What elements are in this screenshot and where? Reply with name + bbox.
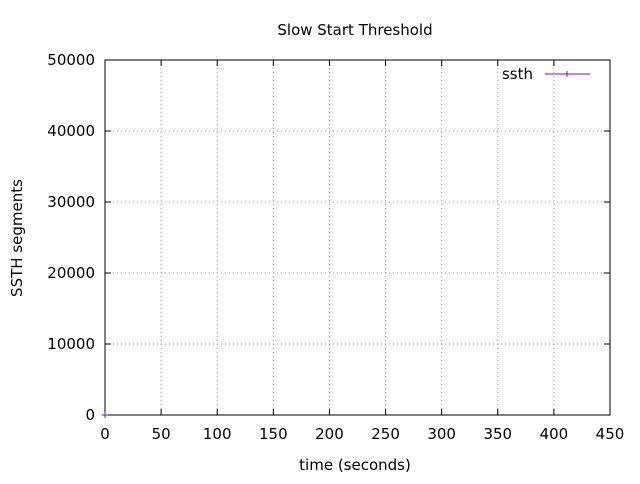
x-tick-label: 250: [371, 425, 400, 443]
y-tick-label: 10000: [47, 335, 95, 353]
y-tick-label: 0: [85, 406, 95, 424]
x-tick-label: 0: [100, 425, 110, 443]
x-tick-label: 300: [427, 425, 456, 443]
plot-border: [104, 59, 611, 416]
y-tick-label: 50000: [47, 51, 95, 69]
legend-entry-ssth: ssth: [502, 65, 590, 83]
y-tick-label: 20000: [47, 264, 95, 282]
y-tick-label: 30000: [47, 193, 95, 211]
x-axis-title: time (seconds): [299, 456, 411, 474]
x-tick-label: 150: [259, 425, 288, 443]
legend-label: ssth: [502, 65, 533, 83]
x-tick-label: 200: [315, 425, 344, 443]
series: [102, 412, 108, 418]
x-tick-label: 350: [483, 425, 512, 443]
x-tick-label: 50: [152, 425, 171, 443]
chart-title: Slow Start Threshold: [277, 21, 432, 39]
y-axis-title: SSTH segments: [8, 179, 26, 297]
legend: ssth: [502, 65, 590, 83]
x-tick-label: 450: [596, 425, 625, 443]
x-tick-label: 100: [203, 425, 232, 443]
x-tick-label: 400: [540, 425, 569, 443]
y-tick-label: 40000: [47, 122, 95, 140]
grid: [105, 60, 610, 415]
data-point: [102, 412, 108, 418]
axes: 0 50 100 150 200 250 300 350 400 450 0 10000 20000 30…: [47, 51, 624, 443]
